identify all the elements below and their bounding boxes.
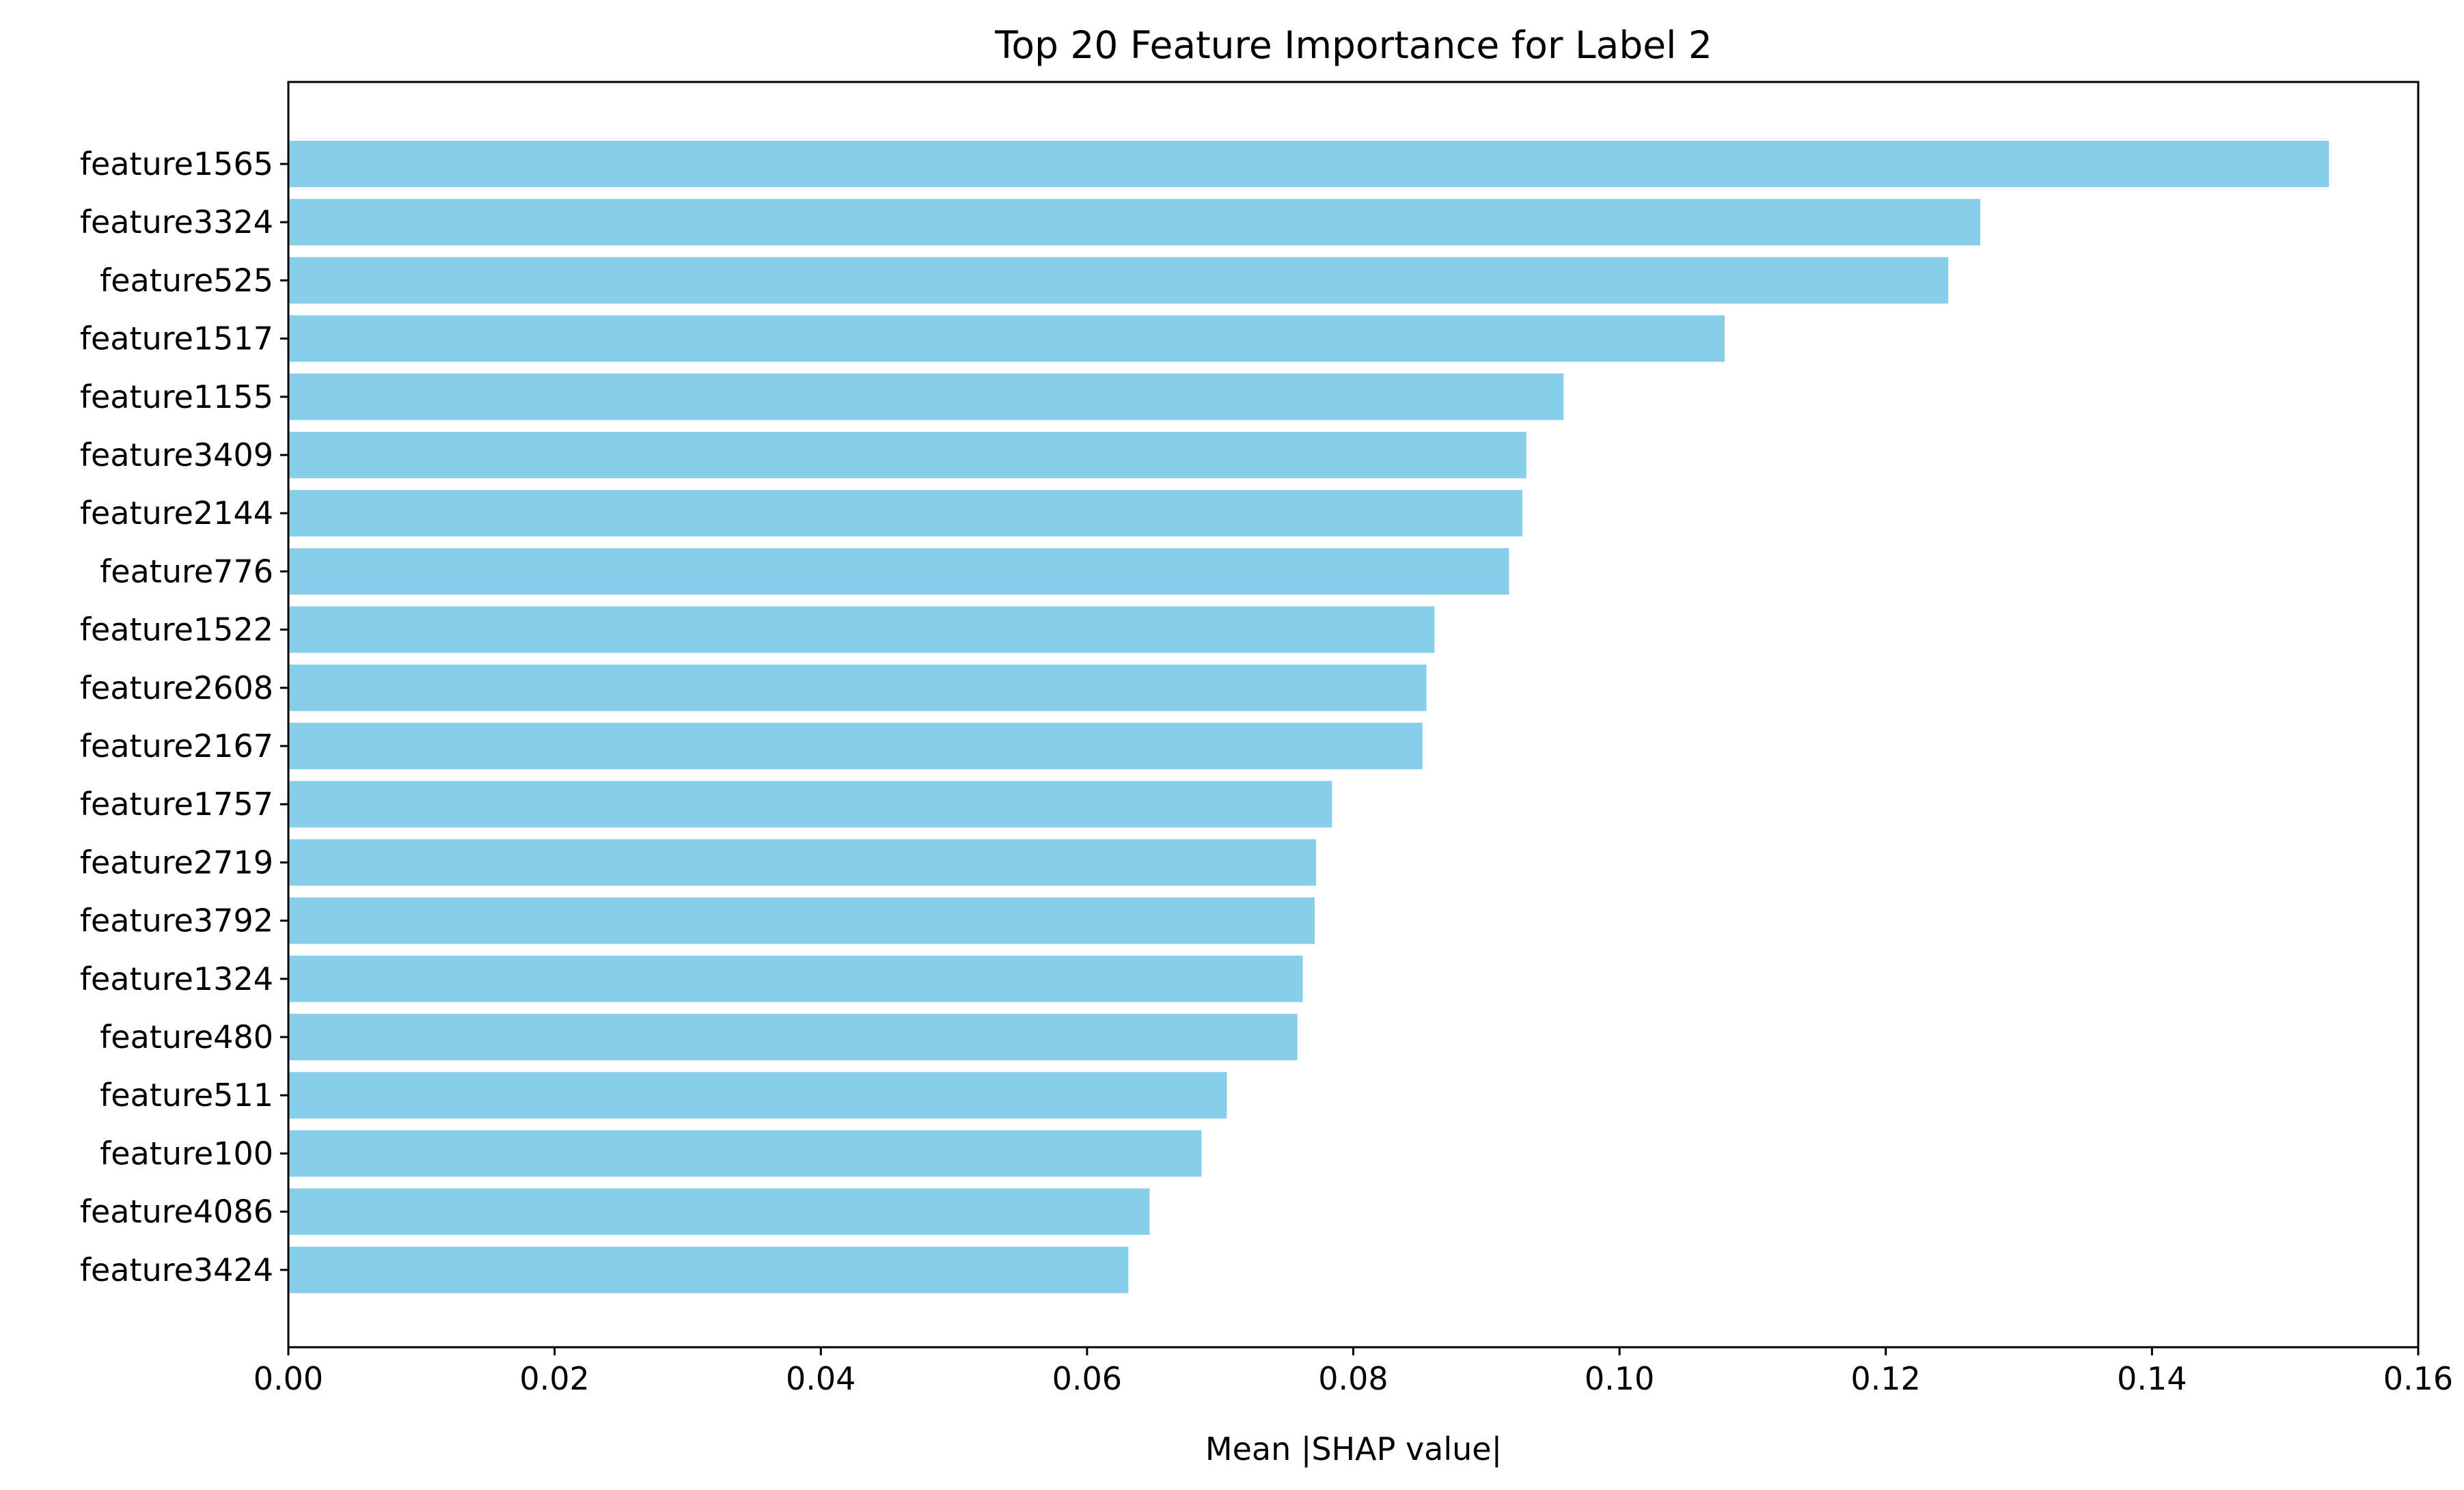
x-tick-label: 0.10 [1585,1360,1654,1397]
bar [288,839,1316,886]
x-tick-label: 0.14 [2117,1360,2187,1397]
bar [288,1246,1129,1293]
bar [288,1072,1227,1119]
y-tick-label: feature1565 [80,146,273,182]
bars-layer [288,141,2329,1293]
y-tick-label: feature1324 [80,961,273,997]
y-tick-label: feature525 [100,262,273,299]
x-tick-label: 0.04 [786,1360,855,1397]
x-tick-label: 0.02 [519,1360,589,1397]
bar [288,723,1423,769]
bar [288,606,1435,653]
bar [288,548,1509,595]
y-tick-label: feature1155 [80,378,273,415]
y-tick-label: feature4086 [80,1194,273,1230]
chart-title: Top 20 Feature Importance for Label 2 [994,23,1712,67]
y-tick-label: feature2719 [80,844,273,881]
y-tick-label: feature3424 [80,1252,273,1288]
bar [288,897,1315,944]
bar [288,664,1427,711]
y-tick-label: feature3324 [80,204,273,240]
bar [288,199,1981,246]
y-tick-label: feature2144 [80,495,273,532]
x-tick-label: 0.16 [2383,1360,2453,1397]
x-axis-ticks: 0.00 0.02 0.04 0.06 0.08 0.10 0.12 0.14 0.16 [254,1347,2453,1397]
y-tick-label: feature2167 [80,728,273,764]
x-tick-label: 0.06 [1052,1360,1122,1397]
y-tick-label: feature100 [100,1135,273,1172]
plot-frame [287,81,2420,1349]
bar [288,781,1332,828]
y-tick-label: feature480 [100,1019,273,1056]
bar [288,373,1564,420]
bar [288,257,1949,304]
y-axis-ticks: feature1565 feature3324 feature525 feature1… [80,146,288,1288]
bar [288,1014,1298,1060]
y-tick-label: feature511 [100,1077,273,1114]
bar [288,955,1303,1002]
x-tick-label: 0.00 [254,1360,323,1397]
y-tick-label: feature3792 [80,902,273,939]
bar [288,315,1725,362]
x-axis-label: Mean |SHAP value| [1205,1431,1502,1468]
y-tick-label: feature1517 [80,320,273,357]
bar [288,141,2329,187]
y-tick-label: feature1757 [80,786,273,823]
x-tick-label: 0.08 [1318,1360,1388,1397]
y-tick-label: feature1522 [80,611,273,648]
x-tick-label: 0.12 [1851,1360,1921,1397]
bar [288,1130,1202,1177]
y-tick-label: feature3409 [80,437,273,473]
y-tick-label: feature2608 [80,670,273,706]
bar [288,490,1522,537]
y-tick-label: feature776 [100,553,273,590]
bar [288,1188,1150,1235]
bar [288,432,1527,478]
